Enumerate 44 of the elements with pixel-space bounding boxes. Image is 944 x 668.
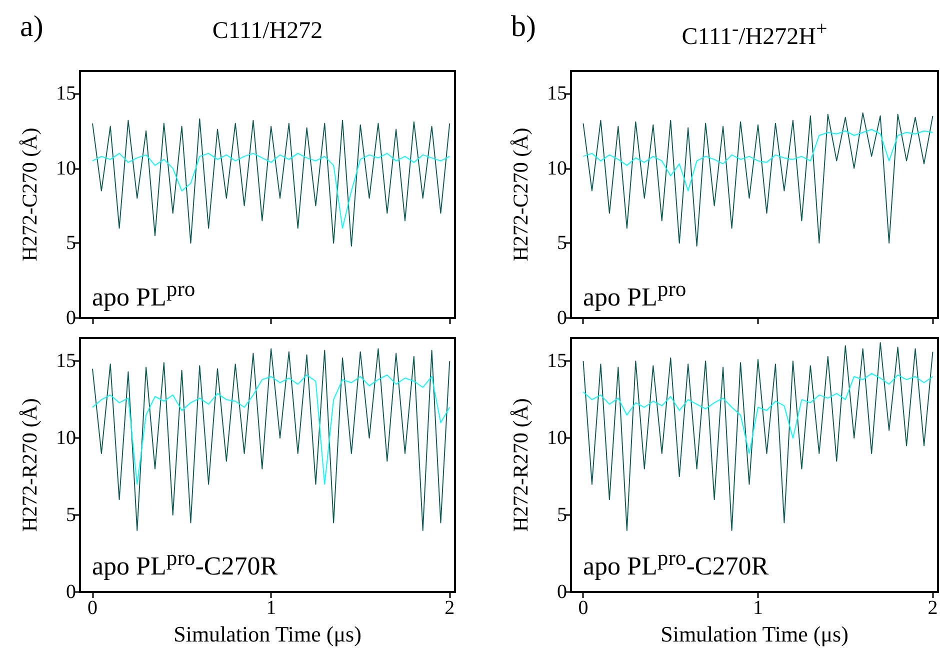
x-tick-label: 1 xyxy=(266,597,276,619)
x-tick-label: 1 xyxy=(752,597,763,619)
x-tick-label: 0 xyxy=(88,597,98,619)
line-series xyxy=(92,118,450,247)
y-tick-label: 15 xyxy=(56,82,76,104)
line-series xyxy=(582,372,934,454)
y-tick-label: 0 xyxy=(66,581,76,603)
y-tick-label: 10 xyxy=(56,427,76,450)
x-tick-label: 2 xyxy=(444,597,455,619)
annotation: apo PL$^{pro}$-C270R xyxy=(92,546,278,582)
y-axis-title: H272-R270 (Å) xyxy=(508,398,532,532)
x-tick-label: 2 xyxy=(928,597,938,619)
line-series xyxy=(92,152,450,229)
annotation: apo PL$^{pro}$ xyxy=(92,277,196,313)
y-tick-label: 10 xyxy=(56,157,76,180)
y-axis-title: H272-C270 (Å) xyxy=(18,128,42,262)
text: b) xyxy=(511,10,536,44)
annotation: apo PL$^{pro}$ xyxy=(583,277,686,313)
y-tick-label: 10 xyxy=(547,157,567,180)
y-tick-label: 5 xyxy=(557,504,567,526)
y-tick-label: 5 xyxy=(66,232,76,254)
y-tick-label: 0 xyxy=(557,581,567,603)
y-tick-label: 15 xyxy=(56,350,76,372)
line-series xyxy=(582,128,934,192)
y-tick-label: 15 xyxy=(547,82,567,104)
y-tick-label: 5 xyxy=(557,232,567,254)
x-axis-title: Simulation Time (μs) xyxy=(174,621,362,646)
line-series xyxy=(92,348,450,531)
x-tick-label: 0 xyxy=(578,597,588,619)
x-axis-title: Simulation Time (μs) xyxy=(660,621,848,646)
y-tick-label: 15 xyxy=(547,350,567,372)
text: a) xyxy=(20,10,44,44)
line-series xyxy=(582,112,934,247)
y-tick-label: 0 xyxy=(557,307,567,329)
line-series xyxy=(582,342,934,531)
y-tick-label: 5 xyxy=(66,504,76,526)
annotation: apo PL$^{pro}$-C270R xyxy=(583,546,769,582)
y-axis-title: H272-R270 (Å) xyxy=(18,398,42,532)
chart-title: C111$^{-}$/H272H$^{+}$ xyxy=(680,18,828,51)
y-tick-label: 10 xyxy=(547,427,567,450)
y-axis-title: H272-C270 (Å) xyxy=(508,128,532,262)
chart-title: C111/H272 xyxy=(211,18,324,45)
line-series xyxy=(92,374,450,485)
y-tick-label: 0 xyxy=(66,307,76,329)
